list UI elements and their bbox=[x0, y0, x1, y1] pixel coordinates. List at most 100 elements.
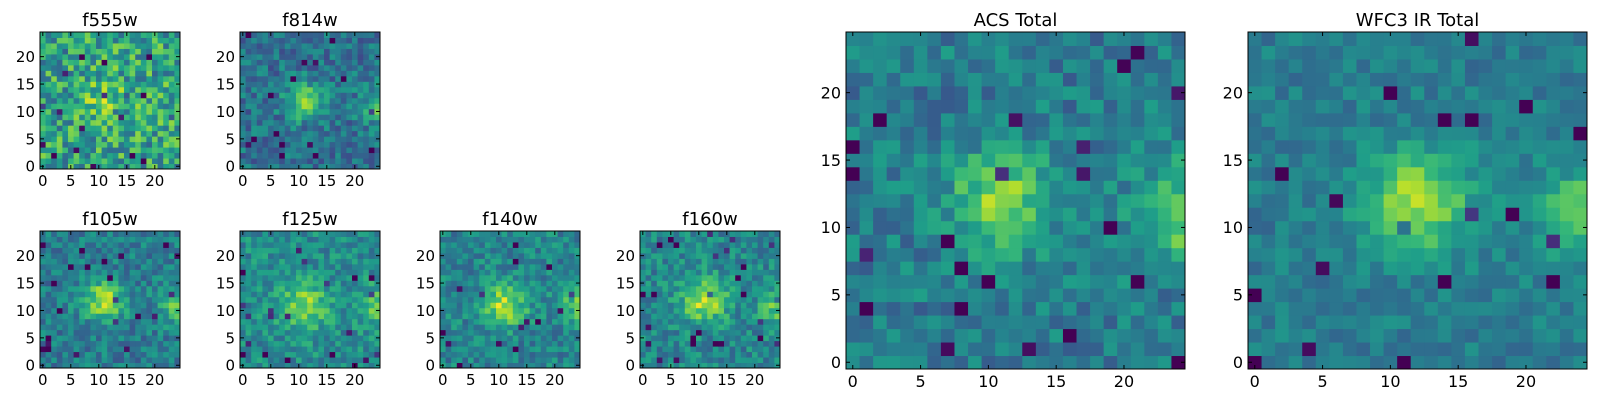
heatmap-cell bbox=[995, 301, 1010, 316]
heatmap-cell bbox=[301, 340, 308, 347]
heatmap-cell bbox=[557, 324, 564, 331]
heatmap-cell bbox=[107, 163, 114, 170]
heatmap-cell bbox=[1144, 274, 1159, 289]
heatmap-cell bbox=[112, 307, 119, 314]
heatmap-cell bbox=[1076, 274, 1091, 289]
heatmap-cell bbox=[301, 158, 308, 165]
heatmap-cell bbox=[240, 247, 247, 254]
heatmap-cell bbox=[79, 130, 86, 137]
heatmap-cell bbox=[768, 252, 775, 259]
heatmap-cell bbox=[56, 351, 63, 358]
heatmap-cell bbox=[90, 75, 97, 82]
heatmap-cell bbox=[84, 274, 91, 281]
heatmap-cell bbox=[712, 302, 719, 309]
x-tick-label: 10 bbox=[489, 371, 508, 389]
heatmap-cell bbox=[340, 236, 347, 243]
heatmap-cell bbox=[740, 313, 747, 320]
heatmap-cell bbox=[873, 207, 888, 222]
heatmap-cell bbox=[152, 318, 159, 325]
heatmap-cell bbox=[1370, 342, 1385, 357]
heatmap-cell bbox=[374, 70, 381, 77]
heatmap-cell bbox=[1505, 180, 1520, 195]
heatmap-cell bbox=[284, 92, 291, 99]
heatmap-cell bbox=[679, 296, 686, 303]
heatmap-cell bbox=[268, 252, 275, 259]
heatmap-cell bbox=[1288, 153, 1303, 168]
heatmap-cell bbox=[1302, 328, 1317, 343]
heatmap-cell bbox=[290, 236, 297, 243]
heatmap-cell bbox=[445, 291, 452, 298]
heatmap-cell bbox=[340, 103, 347, 110]
heatmap-cell bbox=[146, 291, 153, 298]
heatmap-cell bbox=[290, 70, 297, 77]
heatmap-cell bbox=[651, 263, 658, 270]
heatmap-cell bbox=[1410, 247, 1425, 262]
heatmap-cell bbox=[45, 81, 52, 88]
heatmap-cell bbox=[490, 335, 497, 342]
heatmap-cell bbox=[312, 346, 319, 353]
heatmap-cell bbox=[62, 141, 69, 148]
heatmap-cell bbox=[146, 32, 153, 38]
heatmap-cell bbox=[335, 258, 342, 265]
heatmap-cell bbox=[124, 291, 131, 298]
heatmap-cell bbox=[451, 252, 458, 259]
heatmap-cell bbox=[79, 274, 86, 281]
heatmap-cell bbox=[968, 288, 983, 303]
heatmap-cell bbox=[73, 307, 80, 314]
heatmap-cell bbox=[284, 141, 291, 148]
heatmap-cell bbox=[927, 58, 942, 73]
heatmap-cell bbox=[284, 274, 291, 281]
heatmap-cell bbox=[135, 258, 142, 265]
heatmap-cell bbox=[662, 313, 669, 320]
heatmap-cell bbox=[140, 125, 147, 132]
heatmap-cell bbox=[456, 241, 463, 248]
heatmap-cell bbox=[1451, 234, 1466, 249]
heatmap-cell bbox=[107, 324, 114, 331]
heatmap-cell bbox=[240, 158, 247, 165]
heatmap-cell bbox=[1532, 301, 1547, 316]
heatmap-cell bbox=[363, 236, 370, 243]
heatmap-cell bbox=[79, 318, 86, 325]
heatmap-cell bbox=[118, 59, 125, 66]
x-tick-label: 20 bbox=[145, 172, 164, 190]
heatmap-cell bbox=[374, 152, 381, 159]
heatmap-cell bbox=[445, 346, 452, 353]
heatmap-cell bbox=[524, 247, 531, 254]
heatmap-cell bbox=[981, 112, 996, 127]
heatmap-cell bbox=[256, 335, 263, 342]
heatmap-cell bbox=[1546, 342, 1561, 357]
heatmap-cell bbox=[873, 153, 888, 168]
heatmap-cell bbox=[729, 274, 736, 281]
heatmap-cell bbox=[352, 302, 359, 309]
heatmap-cell bbox=[79, 247, 86, 254]
heatmap-cell bbox=[140, 75, 147, 82]
heatmap-cell bbox=[701, 307, 708, 314]
heatmap-cell bbox=[712, 258, 719, 265]
heatmap-cell bbox=[1505, 220, 1520, 235]
heatmap-cell bbox=[340, 340, 347, 347]
heatmap-cell bbox=[1062, 72, 1078, 87]
heatmap-cell bbox=[718, 241, 725, 248]
heatmap-cell bbox=[735, 247, 742, 254]
heatmap-cell bbox=[768, 313, 775, 320]
heatmap-cell bbox=[1397, 234, 1412, 249]
heatmap-cell bbox=[357, 231, 364, 237]
heatmap-cell bbox=[940, 234, 955, 249]
heatmap-cell bbox=[301, 32, 308, 38]
heatmap-cell bbox=[662, 329, 669, 336]
heatmap-cell bbox=[954, 274, 969, 289]
heatmap-cell bbox=[268, 236, 275, 243]
heatmap-cell bbox=[1505, 288, 1520, 303]
heatmap-cell bbox=[96, 247, 103, 254]
heatmap-cell bbox=[1117, 328, 1132, 343]
heatmap-cell bbox=[1035, 99, 1050, 114]
heatmap-cell bbox=[363, 302, 370, 309]
heatmap-cell bbox=[357, 147, 364, 154]
heatmap-cell bbox=[268, 136, 275, 143]
heatmap-cell bbox=[740, 362, 747, 369]
heatmap-cell bbox=[1049, 342, 1064, 357]
heatmap-cell bbox=[673, 241, 680, 248]
heatmap-cell bbox=[995, 99, 1010, 114]
heatmap-cell bbox=[440, 241, 447, 248]
heatmap-cell bbox=[440, 318, 447, 325]
